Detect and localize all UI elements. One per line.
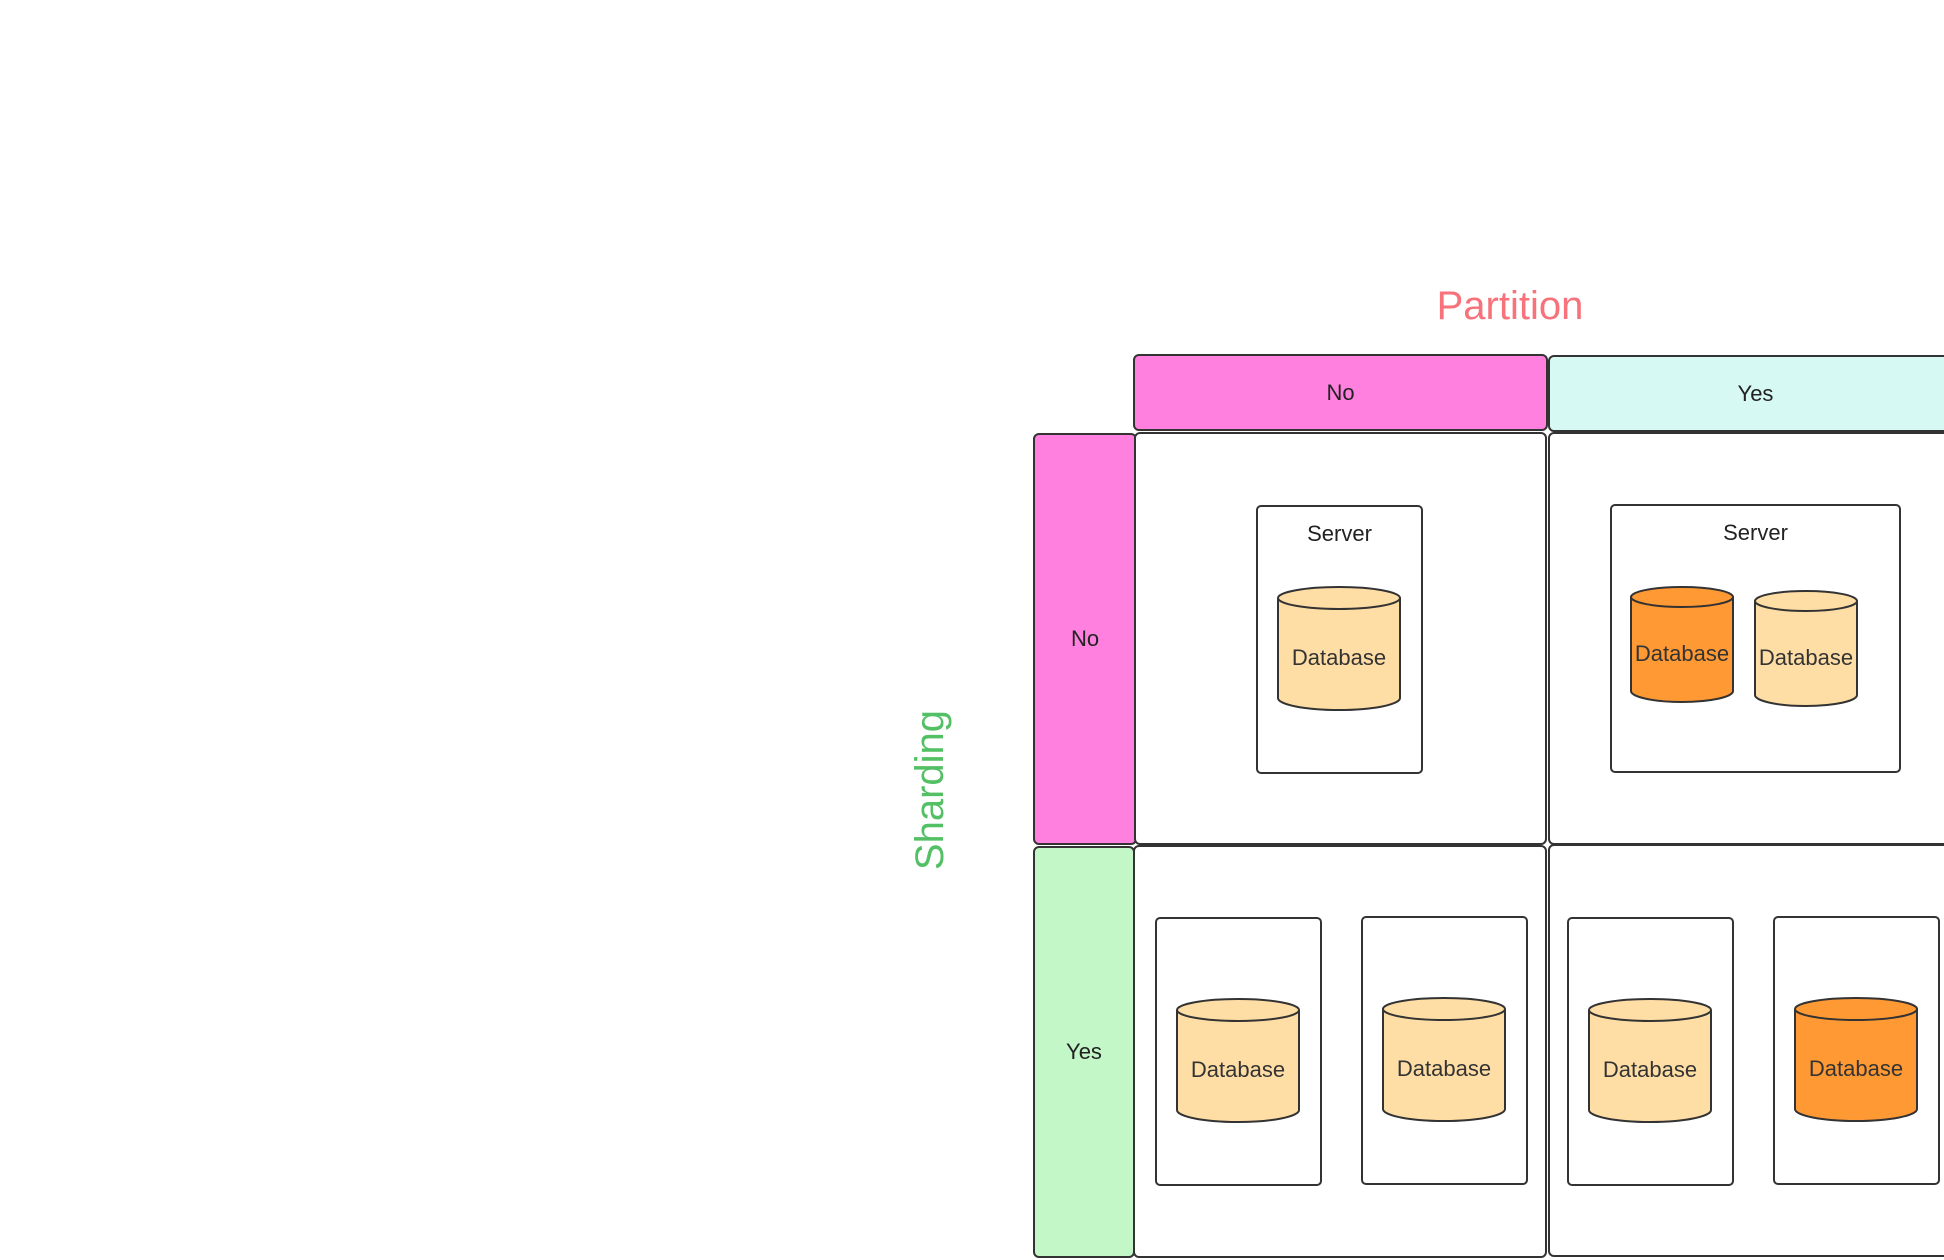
cylinder-top [1588,998,1712,1022]
row-header-yes: Yes [1033,846,1135,1258]
cylinder-body [1382,1009,1506,1122]
database-label: Database [1634,640,1730,666]
database-cylinder: Database [1277,586,1401,711]
cylinder-top [1382,997,1506,1021]
cylinder-body [1794,1009,1918,1122]
column-header-no: No [1133,354,1548,431]
cylinder-top [1176,998,1300,1022]
cylinder-top [1794,997,1918,1021]
cylinder-top [1277,586,1401,610]
column-header-no-label: No [1326,379,1355,405]
cylinder-body [1588,1010,1712,1123]
database-label: Database [1190,1056,1286,1082]
cylinder-shape [1382,997,1506,1122]
server-label: Server [1307,521,1372,546]
cylinder-body [1277,598,1401,711]
cylinder-top [1630,586,1734,608]
database-cylinder: Database [1754,590,1858,707]
server-label: Server [1723,520,1788,545]
row-header-no-label: No [1070,626,1100,651]
sharding-axis-label: Sharding [908,709,952,871]
database-label: Database [1396,1055,1492,1081]
database-cylinder-highlighted: Database [1630,586,1734,703]
database-cylinder: Database [1382,997,1506,1122]
database-label: Database [1808,1055,1904,1081]
cylinder-shape [1754,590,1858,707]
cylinder-shape [1176,998,1300,1123]
cylinder-body [1176,1010,1300,1123]
row-header-yes-label: Yes [1066,1039,1102,1064]
cylinder-top [1754,590,1858,612]
partition-axis-title: Partition [1436,284,1584,328]
row-header-no: No [1033,433,1137,845]
database-label: Database [1291,644,1387,670]
column-header-yes: Yes [1548,355,1944,432]
database-cylinder: Database [1588,998,1712,1123]
cylinder-shape [1277,586,1401,711]
cylinder-shape [1794,997,1918,1122]
database-cylinder-highlighted: Database [1794,997,1918,1122]
database-label: Database [1758,644,1854,670]
cylinder-body [1754,601,1858,707]
database-label: Database [1602,1056,1698,1082]
database-cylinder: Database [1176,998,1300,1123]
cylinder-shape [1630,586,1734,703]
cylinder-body [1630,597,1734,703]
cylinder-shape [1588,998,1712,1123]
column-header-yes-label: Yes [1737,380,1774,406]
